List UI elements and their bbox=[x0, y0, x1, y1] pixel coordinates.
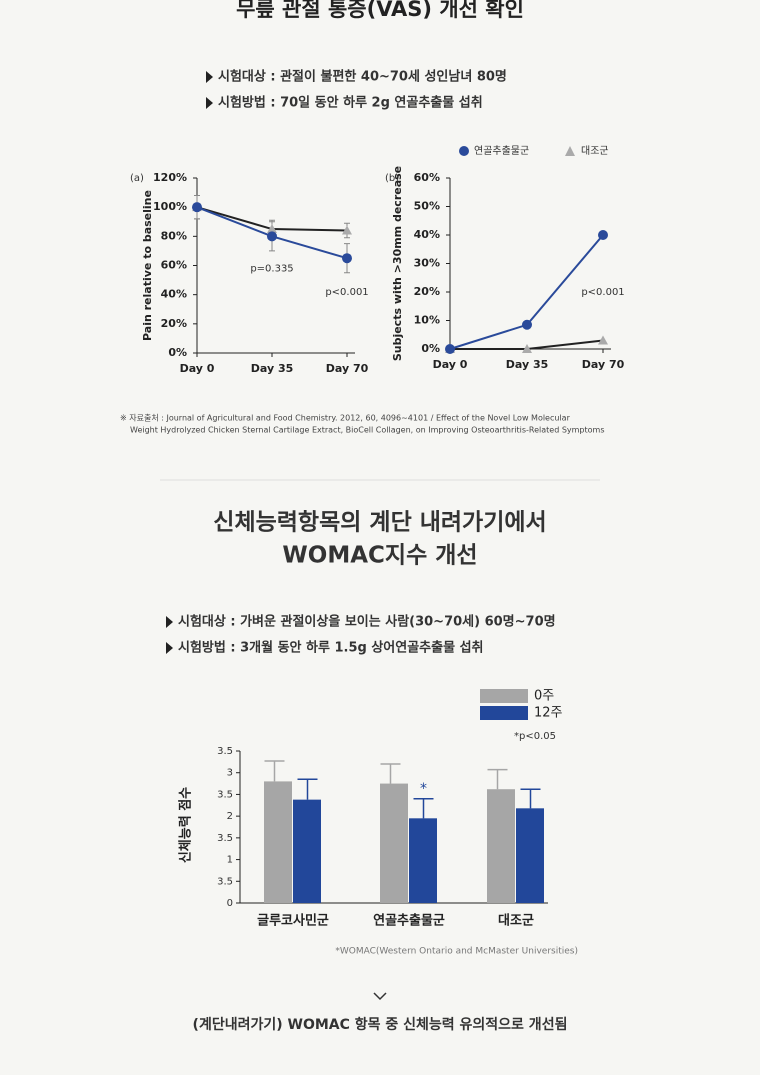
error-bar bbox=[413, 798, 434, 819]
series-line bbox=[449, 234, 604, 350]
legend-label: 0주 bbox=[534, 689, 554, 704]
y-tick-label: 120% bbox=[153, 171, 187, 184]
legend-swatch bbox=[480, 689, 528, 703]
bar bbox=[409, 818, 437, 903]
point bbox=[598, 230, 608, 240]
source: ※ 자료출처 : Journal of Agricultural and Foo… bbox=[120, 413, 571, 423]
chart-label: (b) bbox=[385, 173, 399, 184]
y-tick-label: 30% bbox=[414, 257, 440, 270]
point bbox=[192, 202, 202, 213]
x-tick-label: 글루코사민군 bbox=[257, 913, 329, 929]
bar bbox=[516, 808, 544, 903]
y-tick-label: 100% bbox=[153, 200, 187, 213]
bullet-arrow bbox=[206, 71, 213, 83]
point bbox=[267, 224, 277, 234]
annotation: p<0.001 bbox=[325, 287, 368, 298]
y-tick-label: 0 bbox=[227, 898, 233, 909]
bullet: 시험대상 : 관절이 불편한 40~70세 성인남녀 80명 bbox=[218, 69, 507, 85]
error-bar bbox=[380, 763, 401, 784]
point bbox=[522, 344, 532, 353]
y-tick-label: 2 bbox=[227, 811, 233, 822]
error-bar bbox=[487, 768, 508, 790]
annotation: p<0.001 bbox=[581, 287, 624, 298]
x-tick-label: 대조군 bbox=[498, 914, 534, 929]
y-tick-label: 3.5 bbox=[217, 876, 233, 887]
chart-label: (a) bbox=[130, 173, 144, 184]
conclusion: (계단내려가기) WOMAC 항목 중 신체능력 유의적으로 개선됨 bbox=[193, 1016, 568, 1033]
bar bbox=[487, 789, 515, 903]
x-tick-label: Day 70 bbox=[326, 362, 369, 375]
y-tick-label: 80% bbox=[161, 229, 187, 242]
chevron bbox=[373, 992, 387, 1001]
bullet-arrow bbox=[206, 97, 213, 109]
bar bbox=[293, 799, 321, 903]
x-tick-label: 연골추출물군 bbox=[373, 913, 445, 929]
x-tick-label: Day 70 bbox=[582, 358, 625, 371]
source: Weight Hydrolyzed Chicken Sternal Cartil… bbox=[130, 426, 605, 435]
error-bar bbox=[264, 760, 285, 782]
error-bar bbox=[297, 778, 318, 800]
legend-label: 12주 bbox=[534, 706, 563, 721]
x-tick-label: Day 35 bbox=[506, 358, 549, 371]
y-axis-label: 신체능력 점수 bbox=[179, 787, 194, 863]
bullet: 시험방법 : 3개월 동안 하루 1.5g 상어연골추출물 섭취 bbox=[178, 640, 484, 656]
bar bbox=[264, 781, 292, 903]
bar bbox=[380, 783, 408, 903]
y-tick-label: 40% bbox=[161, 288, 187, 301]
legend-swatch bbox=[480, 706, 528, 720]
error-bar bbox=[520, 788, 541, 809]
y-tick-label: 3.5 bbox=[217, 746, 233, 757]
y-tick-label: 1 bbox=[227, 855, 233, 866]
y-tick-label: 60% bbox=[414, 171, 440, 184]
annotation: p=0.335 bbox=[250, 263, 293, 274]
y-axis-label: Pain relative to baseline bbox=[141, 190, 154, 341]
y-tick-label: 0% bbox=[421, 342, 440, 355]
legend-label: 대조군 bbox=[581, 145, 609, 157]
x-tick-label: Day 0 bbox=[433, 358, 468, 371]
point bbox=[342, 253, 352, 264]
y-tick-label: 20% bbox=[414, 285, 440, 298]
section-title: 신체능력항목의 계단 내려가기에서 bbox=[213, 510, 546, 536]
y-tick-label: 10% bbox=[414, 314, 440, 327]
point bbox=[522, 319, 532, 330]
y-tick-label: 50% bbox=[414, 200, 440, 213]
bullet: 시험대상 : 가벼운 관절이상을 보이는 사람(30~70세) 60명~70명 bbox=[178, 614, 556, 630]
y-tick-label: 3.5 bbox=[217, 789, 233, 800]
section-title: 무릎 관절 통증(VAS) 개선 확인 bbox=[236, 0, 524, 21]
significance: * bbox=[420, 781, 427, 797]
x-tick-label: Day 0 bbox=[180, 362, 215, 375]
x-tick-label: Day 35 bbox=[251, 362, 294, 375]
point bbox=[342, 225, 352, 235]
y-tick-label: 0% bbox=[168, 346, 187, 359]
footnote: *WOMAC(Western Ontario and McMaster Univ… bbox=[335, 947, 578, 957]
legend-label: 연골추출물군 bbox=[474, 145, 529, 157]
point bbox=[445, 344, 455, 354]
y-tick-label: 3 bbox=[227, 768, 233, 779]
bullet-arrow bbox=[166, 642, 173, 654]
point bbox=[598, 335, 608, 345]
legend-marker bbox=[459, 146, 469, 156]
y-tick-label: 3.5 bbox=[217, 833, 233, 844]
point bbox=[267, 231, 277, 242]
legend-marker bbox=[565, 146, 575, 156]
bullet: 시험방법 : 70일 동안 하루 2g 연골추출물 섭취 bbox=[218, 95, 483, 111]
y-tick-label: 20% bbox=[161, 317, 187, 330]
y-tick-label: 40% bbox=[414, 228, 440, 241]
y-axis-label: Subjects with >30mm decrease bbox=[391, 166, 404, 361]
y-tick-label: 60% bbox=[161, 259, 187, 272]
section-title: WOMAC지수 개선 bbox=[282, 543, 477, 569]
note: *p<0.05 bbox=[514, 731, 556, 742]
bullet-arrow bbox=[166, 616, 173, 628]
